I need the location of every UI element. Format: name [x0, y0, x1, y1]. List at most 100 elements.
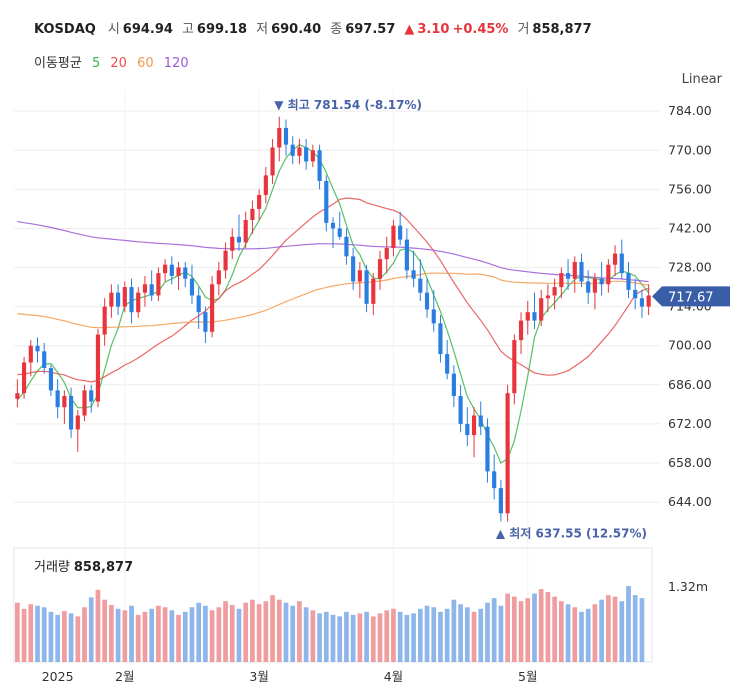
ma-60: 60 — [137, 56, 154, 71]
x-tick-label: 2025 — [42, 669, 74, 684]
candle — [357, 270, 362, 282]
volume-bar — [411, 613, 416, 662]
candle — [377, 259, 383, 279]
volume-bar — [88, 597, 94, 662]
volume-bar — [464, 607, 470, 662]
candle — [337, 228, 342, 237]
candle — [646, 295, 651, 307]
volume-bar — [384, 610, 390, 662]
candle — [398, 225, 403, 240]
symbol-name[interactable]: KOSDAQ — [34, 22, 96, 37]
candle — [324, 180, 329, 223]
candle — [102, 306, 107, 335]
candle — [109, 292, 114, 307]
high-label: 고 — [181, 22, 194, 37]
volume-bar — [431, 607, 437, 662]
volume-bar — [196, 602, 202, 662]
volume-bar — [250, 599, 255, 662]
volume-bar — [370, 616, 376, 662]
volume-bar — [21, 608, 27, 662]
candle — [445, 354, 450, 374]
volume-bar — [209, 610, 215, 662]
candle — [277, 127, 282, 148]
volume-bar — [176, 614, 181, 662]
candle — [236, 236, 242, 243]
volume-bar — [478, 608, 484, 662]
candle — [35, 345, 40, 352]
volume-bar — [364, 611, 369, 662]
volume-bar — [95, 589, 101, 662]
volume-bar — [485, 602, 490, 662]
candle — [136, 292, 141, 313]
volume-bar — [605, 595, 611, 662]
volume-bar — [48, 611, 54, 662]
volume-bar — [511, 596, 517, 662]
volume-bar — [545, 592, 551, 662]
candle — [189, 278, 195, 296]
volume-bar — [203, 605, 208, 662]
candle — [149, 284, 154, 296]
volume-bar — [323, 611, 329, 662]
volume-bar — [377, 613, 383, 662]
y-tick-label: 700.00 — [668, 338, 712, 353]
volume-bar — [498, 605, 504, 662]
volume-value: 858,877 — [532, 22, 592, 37]
candle — [243, 220, 248, 243]
volume-bar — [276, 599, 282, 662]
candle — [545, 295, 550, 299]
candle — [250, 208, 255, 221]
change-percent: +0.45% — [452, 22, 509, 37]
candle — [196, 295, 201, 313]
candle — [82, 390, 87, 416]
high-annotation: ▼ 최고 781.54 (-8.17%) — [274, 97, 422, 112]
ma-5: 5 — [91, 56, 101, 71]
candle — [612, 253, 618, 265]
volume-bar — [599, 599, 604, 662]
candle — [465, 423, 470, 436]
volume-bar — [579, 611, 584, 662]
candle — [404, 239, 409, 271]
change-arrow-icon: ▲ — [404, 22, 415, 37]
candle — [216, 270, 221, 285]
candle — [176, 267, 181, 276]
candle — [606, 264, 611, 285]
candle — [330, 222, 336, 229]
volume-bar — [229, 605, 235, 662]
y-tick-label: 728.00 — [668, 260, 712, 275]
candle — [579, 261, 584, 282]
candle — [424, 292, 430, 310]
volume-bar — [525, 598, 531, 662]
candle — [492, 471, 497, 489]
volume-bar — [505, 593, 510, 662]
volume-bar — [283, 602, 289, 662]
volume-bar — [35, 605, 40, 662]
volume-bar — [236, 608, 242, 662]
volume-bar — [538, 589, 544, 662]
x-tick-label: 4월 — [384, 669, 403, 684]
volume-bar — [552, 596, 557, 662]
volume-bar — [397, 611, 403, 662]
candle — [539, 298, 544, 321]
candle — [351, 256, 356, 282]
candle — [283, 127, 289, 145]
low-value: 690.40 — [271, 22, 322, 37]
candle — [572, 261, 577, 279]
candle — [142, 284, 148, 293]
volume-bar — [15, 602, 20, 662]
candle — [364, 270, 369, 304]
moving-average-legend[interactable]: 이동평균 5 20 60 120 — [34, 52, 195, 71]
candle — [169, 264, 174, 276]
candle — [512, 340, 517, 394]
candle — [592, 278, 597, 293]
volume-bar — [344, 611, 349, 662]
candle — [633, 289, 638, 299]
volume-bar — [303, 607, 309, 662]
volume-bar — [565, 604, 571, 662]
volume-panel-title: 거래량 858,877 — [34, 556, 133, 575]
candle — [505, 393, 510, 514]
volume-bar — [424, 605, 430, 662]
scale-mode-toggle[interactable]: Linear — [681, 72, 722, 87]
ma-5-line — [16, 144, 650, 464]
volume-bar — [337, 616, 343, 662]
